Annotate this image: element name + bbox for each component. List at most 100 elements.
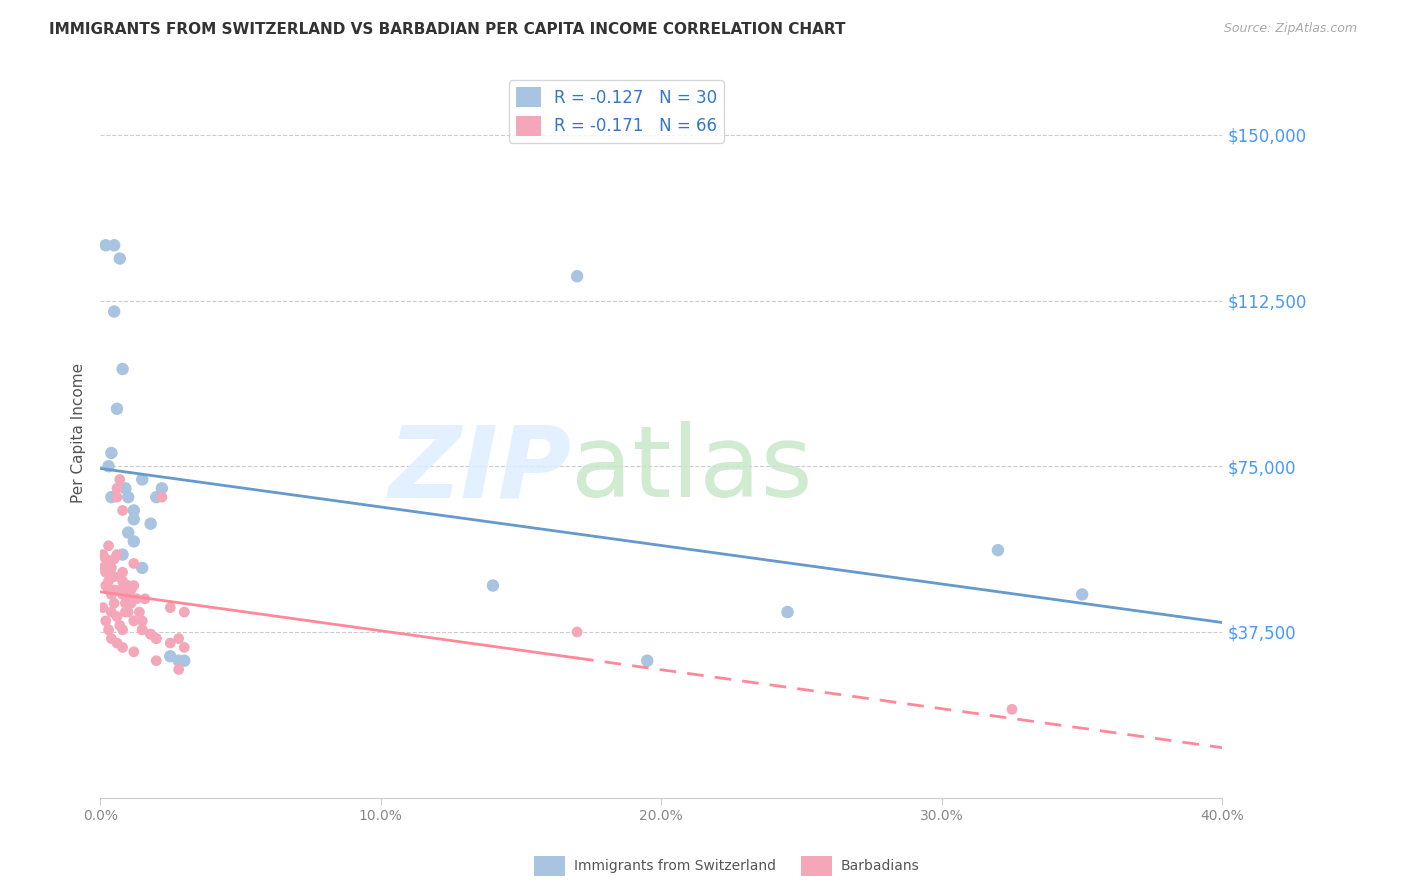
- Point: [117, 578, 139, 592]
- Point: [114, 596, 136, 610]
- Point: [103, 570, 125, 584]
- Point: [97, 459, 120, 474]
- Point: [636, 654, 658, 668]
- Point: [97, 623, 120, 637]
- Point: [117, 605, 139, 619]
- Point: [776, 605, 799, 619]
- Point: [100, 446, 122, 460]
- Point: [139, 627, 162, 641]
- Point: [134, 591, 156, 606]
- Point: [105, 609, 128, 624]
- Point: [111, 362, 134, 376]
- Point: [111, 574, 134, 588]
- Text: ZIP: ZIP: [388, 421, 571, 518]
- Point: [94, 238, 117, 252]
- Point: [114, 605, 136, 619]
- Point: [131, 473, 153, 487]
- Point: [122, 503, 145, 517]
- Point: [150, 481, 173, 495]
- Point: [173, 640, 195, 655]
- Point: [159, 600, 181, 615]
- Point: [159, 649, 181, 664]
- Point: [167, 632, 190, 646]
- Point: [105, 636, 128, 650]
- Point: [145, 632, 167, 646]
- Point: [128, 605, 150, 619]
- Point: [103, 552, 125, 566]
- Point: [139, 516, 162, 531]
- Text: atlas: atlas: [571, 421, 813, 518]
- Point: [103, 582, 125, 597]
- Point: [131, 623, 153, 637]
- Point: [108, 618, 131, 632]
- Point: [122, 534, 145, 549]
- Point: [100, 561, 122, 575]
- Point: [173, 605, 195, 619]
- Point: [150, 490, 173, 504]
- Point: [111, 640, 134, 655]
- Point: [111, 587, 134, 601]
- Point: [167, 654, 190, 668]
- Point: [131, 561, 153, 575]
- Point: [94, 614, 117, 628]
- Point: [565, 269, 588, 284]
- Point: [97, 557, 120, 571]
- Point: [111, 548, 134, 562]
- Point: [91, 600, 114, 615]
- Point: [987, 543, 1010, 558]
- Point: [122, 512, 145, 526]
- Point: [103, 596, 125, 610]
- Point: [108, 473, 131, 487]
- Point: [120, 582, 142, 597]
- Point: [94, 566, 117, 580]
- Point: [91, 548, 114, 562]
- Point: [105, 481, 128, 495]
- Point: [103, 304, 125, 318]
- Point: [100, 570, 122, 584]
- Point: [117, 490, 139, 504]
- Y-axis label: Per Capita Income: Per Capita Income: [72, 363, 86, 503]
- Point: [105, 548, 128, 562]
- Text: Source: ZipAtlas.com: Source: ZipAtlas.com: [1223, 22, 1357, 36]
- Point: [94, 552, 117, 566]
- Point: [100, 587, 122, 601]
- Text: IMMIGRANTS FROM SWITZERLAND VS BARBADIAN PER CAPITA INCOME CORRELATION CHART: IMMIGRANTS FROM SWITZERLAND VS BARBADIAN…: [49, 22, 846, 37]
- Point: [482, 578, 505, 592]
- Point: [91, 561, 114, 575]
- Point: [108, 582, 131, 597]
- Point: [117, 591, 139, 606]
- Point: [111, 566, 134, 580]
- Point: [117, 525, 139, 540]
- Point: [94, 578, 117, 592]
- Point: [120, 596, 142, 610]
- Point: [122, 578, 145, 592]
- Point: [139, 627, 162, 641]
- Point: [145, 654, 167, 668]
- Point: [122, 645, 145, 659]
- Point: [131, 614, 153, 628]
- Point: [100, 605, 122, 619]
- Point: [105, 401, 128, 416]
- Point: [103, 238, 125, 252]
- Point: [565, 624, 588, 639]
- Point: [159, 636, 181, 650]
- Point: [145, 632, 167, 646]
- Point: [122, 557, 145, 571]
- Point: [114, 481, 136, 495]
- Point: [167, 663, 190, 677]
- Point: [111, 623, 134, 637]
- Text: Barbadians: Barbadians: [841, 859, 920, 873]
- Point: [122, 614, 145, 628]
- Point: [105, 490, 128, 504]
- Point: [108, 252, 131, 266]
- Point: [145, 490, 167, 504]
- Point: [100, 632, 122, 646]
- Point: [97, 539, 120, 553]
- Point: [1071, 587, 1094, 601]
- Point: [97, 574, 120, 588]
- Point: [97, 582, 120, 597]
- Point: [131, 623, 153, 637]
- Text: Immigrants from Switzerland: Immigrants from Switzerland: [574, 859, 776, 873]
- Point: [173, 654, 195, 668]
- Point: [111, 503, 134, 517]
